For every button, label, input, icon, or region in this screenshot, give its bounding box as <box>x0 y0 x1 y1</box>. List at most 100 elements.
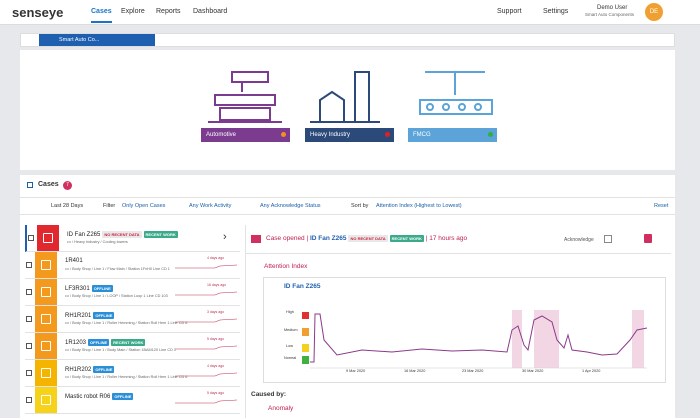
sparkline <box>175 318 237 323</box>
asset-path: ••• / Body Shop / Line 1 / Roller Hemmin… <box>65 321 188 325</box>
asset-name: 1R1203 <box>65 340 87 347</box>
filter[interactable]: Any Work Activity <box>189 203 232 209</box>
checkbox[interactable] <box>26 289 32 295</box>
checkbox[interactable] <box>26 370 32 376</box>
select-all[interactable] <box>27 182 33 188</box>
asset-name: 1R401 <box>65 258 83 264</box>
org-name: Smart Auto Components <box>585 12 635 17</box>
acknowledge[interactable]: Acknowledge <box>564 237 594 243</box>
checkbox[interactable] <box>26 316 32 322</box>
breadcrumb-bar: Smart Auto Co... <box>20 33 675 47</box>
chart-title: ID Fan Z265 <box>284 283 321 290</box>
severity-icon <box>35 387 57 413</box>
time-ago: 5 days ago <box>207 391 225 395</box>
date: 9 Mar 2020 <box>346 369 366 373</box>
sparkline <box>175 264 237 269</box>
tag: OFFLINE <box>93 312 115 319</box>
case-detail: Case opened | ID Fan Z265 NO RECENT DATA R… <box>245 225 671 418</box>
logo[interactable]: senseye <box>12 5 64 20</box>
time-ago: 5 days ago <box>207 337 225 341</box>
checkbox[interactable] <box>26 262 32 268</box>
status: Case opened <box>266 235 305 243</box>
case-icon <box>251 235 261 243</box>
case-row[interactable]: Mastic robot R06 OFFLINE 5 days ago <box>25 387 240 414</box>
case-name: LF3R301 OFFLINE <box>65 285 113 292</box>
level: Low <box>286 344 293 348</box>
case-row[interactable]: RH1R202 OFFLINE ••• / Body Shop / Line 1 /… <box>25 360 240 387</box>
case-row[interactable]: ID Fan Z265 NO RECENT DATA RECENT WORK ••• … <box>25 225 240 252</box>
date: 30 Mar 2020 <box>522 369 544 373</box>
case-row[interactable]: LF3R301 OFFLINE ••• / Body Shop / Line 1 /… <box>25 279 240 306</box>
delete-button[interactable] <box>644 234 652 243</box>
checkbox[interactable] <box>26 397 32 403</box>
time-ago: 4 days ago <box>207 364 225 368</box>
site-label: FMCG <box>413 132 431 138</box>
site-icons <box>208 71 493 123</box>
asset-path: ••• / Body Shop / Line 1 / Flow Main / S… <box>65 267 170 271</box>
divider <box>246 253 671 254</box>
sparkline <box>175 345 237 350</box>
case-row[interactable]: 1R401 ••• / Body Shop / Line 1 / Flow Mai… <box>25 252 240 279</box>
settings[interactable]: Settings <box>543 8 569 15</box>
avatar[interactable]: DE <box>645 3 663 21</box>
top-nav: senseye Cases Explore Reports Dashboard … <box>0 0 700 25</box>
case-row[interactable]: RH1R201 OFFLINE ••• / Body Shop / Line 1 /… <box>25 306 240 333</box>
level: High <box>286 310 294 314</box>
reset[interactable]: Reset <box>654 203 669 209</box>
severity-icon <box>35 252 57 278</box>
checkbox[interactable] <box>28 235 34 241</box>
filter[interactable]: Last 28 Days <box>51 203 84 209</box>
sites-panel: Automotive Heavy Industry FMCG <box>20 50 675 170</box>
breadcrumb[interactable]: Smart Auto Co... <box>39 34 155 46</box>
asset-name: RH1R202 <box>65 367 92 374</box>
nav-item[interactable]: Cases <box>91 8 112 23</box>
user-name: Demo User <box>597 5 628 11</box>
asset[interactable]: ID Fan Z265 <box>309 235 347 243</box>
chevron[interactable]: › <box>223 231 227 243</box>
filter-label: Filter <box>103 203 116 209</box>
site-card[interactable]: Automotive <box>201 128 290 142</box>
sort-label: Sort by <box>351 203 369 209</box>
asset-name: ID Fan Z265 <box>67 232 101 239</box>
case-count: 7 <box>63 181 72 190</box>
nav-item[interactable]: Dashboard <box>193 8 228 15</box>
asset-name: LF3R301 <box>65 286 90 293</box>
case-row[interactable]: 1R1203 OFFLINE RECENT WORK ••• / Body Shop … <box>25 333 240 360</box>
filter[interactable]: Any Acknowledge Status <box>260 203 321 209</box>
severity-icon <box>35 279 57 305</box>
nav-item[interactable]: Explore <box>121 8 145 15</box>
caused-by: Caused by: <box>251 391 287 398</box>
cause[interactable]: Anomaly <box>268 405 294 412</box>
nav-item[interactable]: Reports <box>156 8 181 15</box>
time-ago: 16 days ago <box>207 283 227 287</box>
asset-name: RH1R201 <box>65 313 92 320</box>
support[interactable]: Support <box>497 8 522 15</box>
case-name: Mastic robot R06 OFFLINE <box>65 393 134 401</box>
date: 23 Mar 2020 <box>462 369 484 373</box>
severity-icon <box>35 306 57 332</box>
case-name: ID Fan Z265 NO RECENT DATA RECENT WORK <box>67 231 178 238</box>
section-title: Attention Index <box>264 263 308 270</box>
case-name: RH1R202 OFFLINE <box>65 366 115 374</box>
site-card[interactable]: Heavy Industry <box>305 128 394 142</box>
filter[interactable]: Only Open Cases <box>122 203 166 209</box>
level: Medium <box>284 328 298 332</box>
site-label: Automotive <box>206 132 237 138</box>
cases-title: Cases <box>38 181 59 188</box>
severity-icon <box>37 225 59 251</box>
asset-path: ••• / Heavy Industry / Cooling towers <box>67 240 128 244</box>
site-card[interactable]: FMCG <box>408 128 497 142</box>
asset-path: ••• / Body Shop / Line 1 / Body Main / S… <box>65 348 176 352</box>
sparkline <box>175 399 237 404</box>
sort[interactable]: Attention Index (Highest to Lowest) <box>376 203 462 209</box>
case-name: 1R401 <box>65 258 83 264</box>
time-ago: 3 days ago <box>207 310 225 314</box>
severity-icon <box>35 333 57 359</box>
asset-name: Mastic robot R06 <box>65 394 111 401</box>
checkbox[interactable] <box>26 343 32 349</box>
date: 16 Mar 2020 <box>404 369 426 373</box>
ack-checkbox[interactable] <box>604 235 612 243</box>
asset-path: ••• / Body Shop / Line 1 / Roller Hemmin… <box>65 375 188 379</box>
filter-bar <box>20 197 675 215</box>
